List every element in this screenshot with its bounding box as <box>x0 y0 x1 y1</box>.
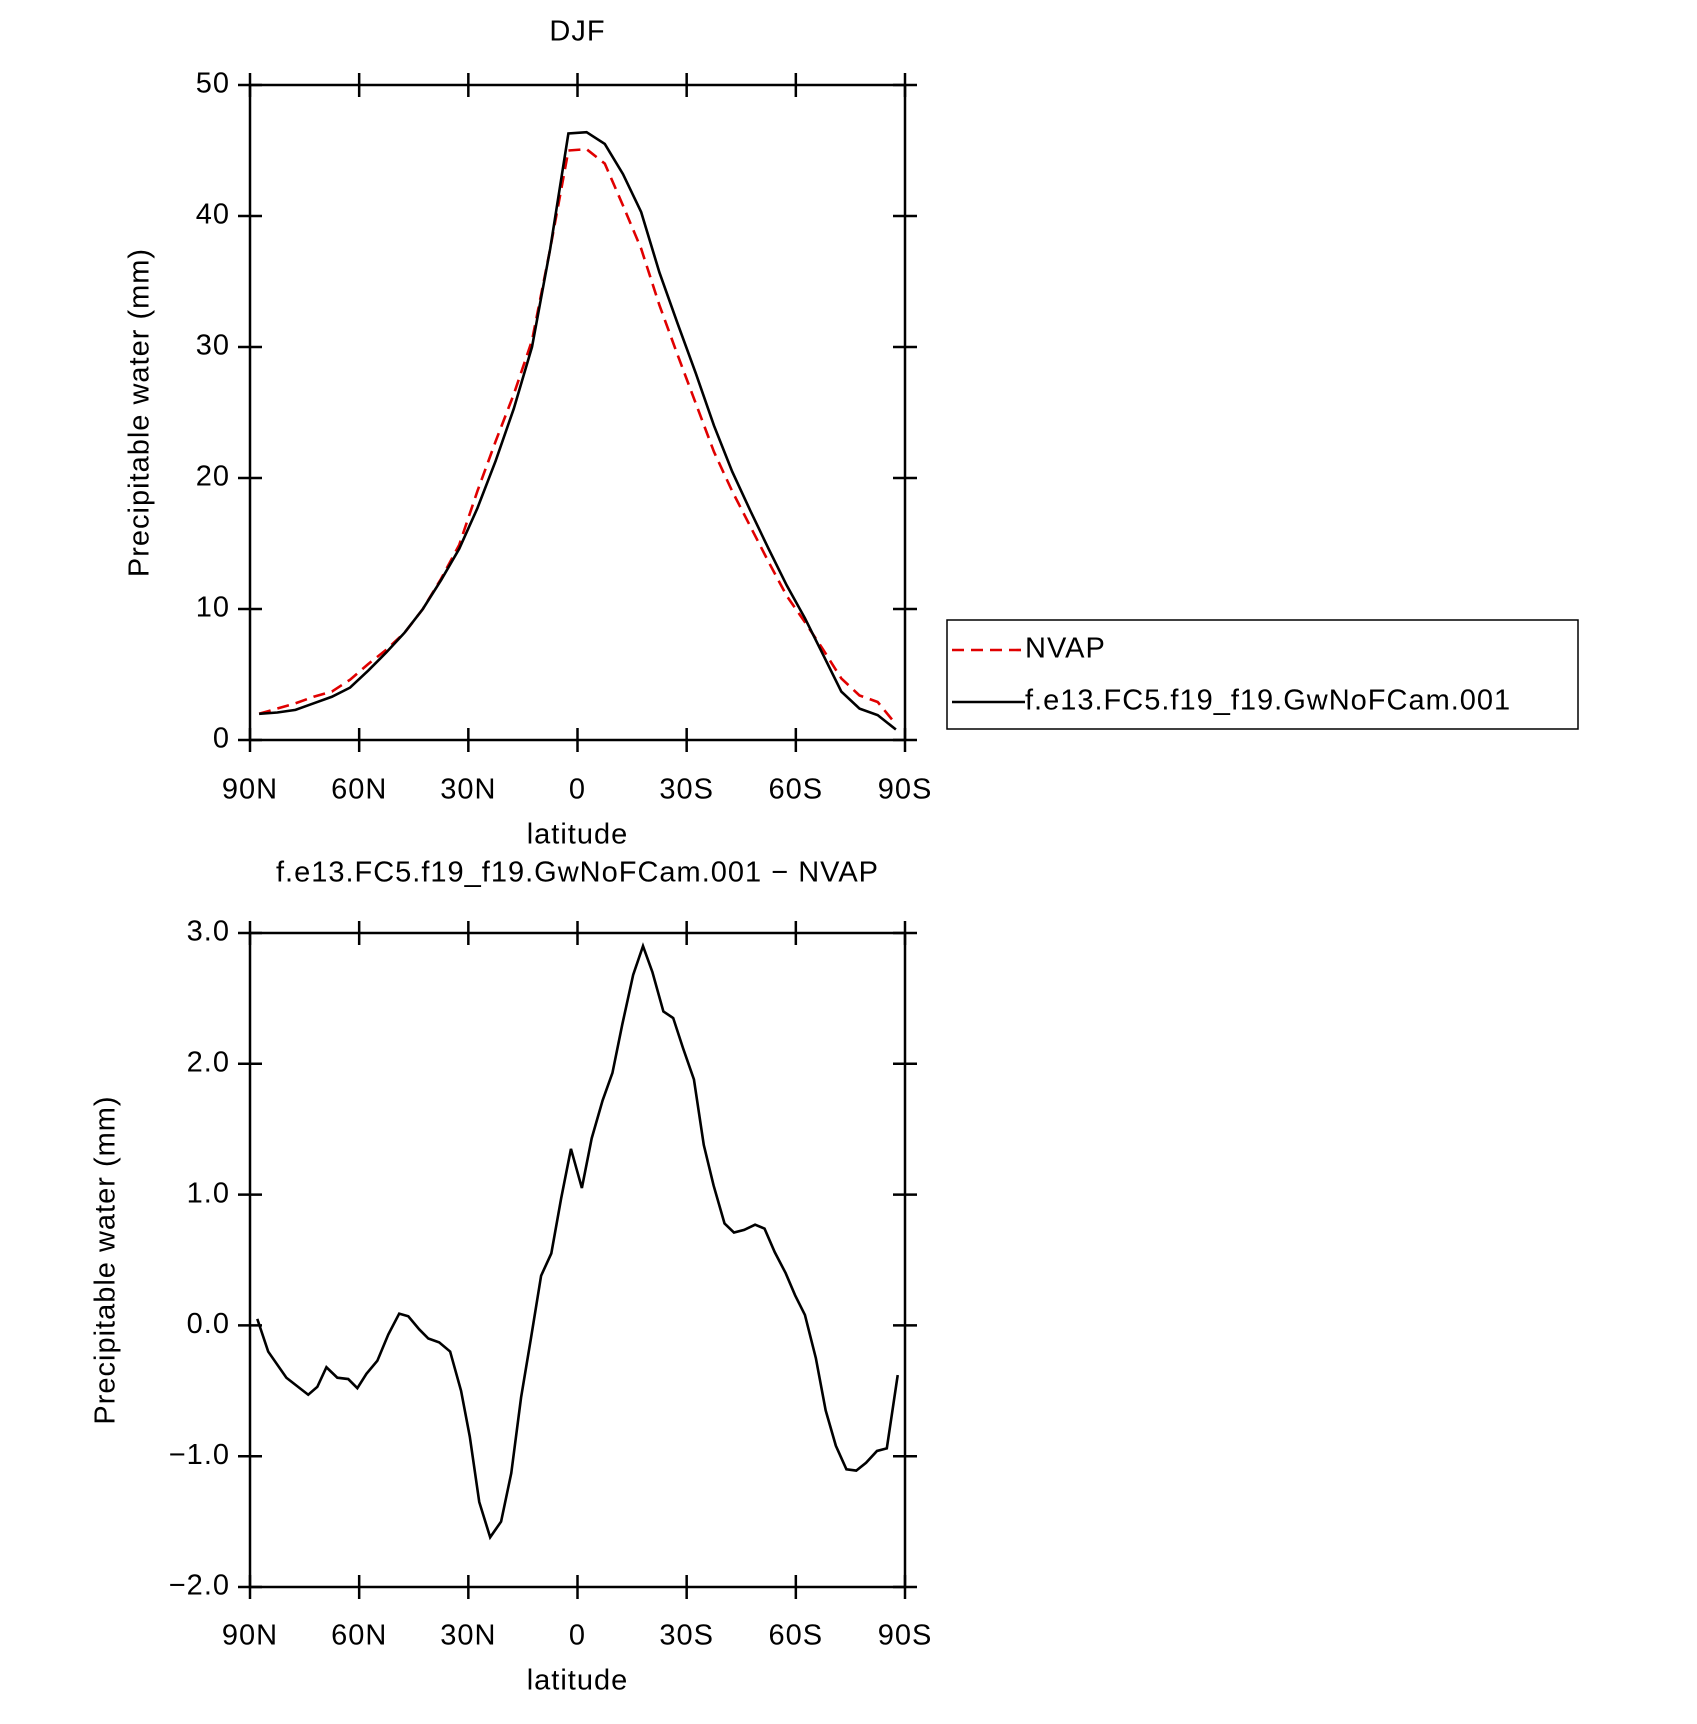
y-tick-label: 3.0 <box>187 916 230 948</box>
data-line <box>256 942 900 1541</box>
y-tick-label: 0 <box>213 723 230 755</box>
plot-frame <box>248 83 907 742</box>
y-tick-label: 0.0 <box>187 1308 230 1340</box>
y-tick-label: −2.0 <box>169 1570 230 1602</box>
legend: NVAP f.e13.FC5.f19_f19.GwNoFCam.001 <box>946 619 1579 730</box>
data-line <box>258 147 897 726</box>
chart-title: f.e13.FC5.f19_f19.GwNoFCam.001 − NVAP <box>276 857 879 889</box>
x-tick-label: 0 <box>569 1620 586 1652</box>
x-tick-label: 30S <box>659 774 714 806</box>
x-tick-label: 90S <box>878 1620 933 1652</box>
x-tick-label: 0 <box>569 774 586 806</box>
plot-frame <box>248 931 907 1589</box>
y-tick-label: 20 <box>196 461 230 493</box>
y-tick-label: −1.0 <box>169 1439 230 1471</box>
legend-label: NVAP <box>1025 633 1106 665</box>
x-tick-label: 90S <box>878 774 933 806</box>
x-tick-label: 60N <box>331 774 387 806</box>
y-tick-label: 50 <box>196 68 230 100</box>
x-tick-label: 60S <box>769 774 824 806</box>
y-tick-label: 2.0 <box>187 1046 230 1078</box>
x-tick-label: 30N <box>440 1620 496 1652</box>
y-tick-label: 40 <box>196 199 230 231</box>
chart-title: DJF <box>549 16 605 48</box>
x-tick-label: 30S <box>659 1620 714 1652</box>
x-tick-label: 60S <box>769 1620 824 1652</box>
y-tick-label: 30 <box>196 330 230 362</box>
x-tick-label: 30N <box>440 774 496 806</box>
y-axis-label: Precipitable water (mm) <box>90 1095 122 1424</box>
x-tick-label: 90N <box>222 774 278 806</box>
data-line <box>259 130 897 731</box>
legend-label: f.e13.FC5.f19_f19.GwNoFCam.001 <box>1025 685 1511 717</box>
x-axis-label: latitude <box>527 1665 629 1697</box>
y-axis-label: Precipitable water (mm) <box>124 248 156 577</box>
y-tick-label: 1.0 <box>187 1177 230 1209</box>
x-axis-label: latitude <box>527 819 629 851</box>
x-tick-label: 60N <box>331 1620 387 1652</box>
y-tick-label: 10 <box>196 592 230 624</box>
legend-box <box>946 619 1579 730</box>
x-tick-label: 90N <box>222 1620 278 1652</box>
